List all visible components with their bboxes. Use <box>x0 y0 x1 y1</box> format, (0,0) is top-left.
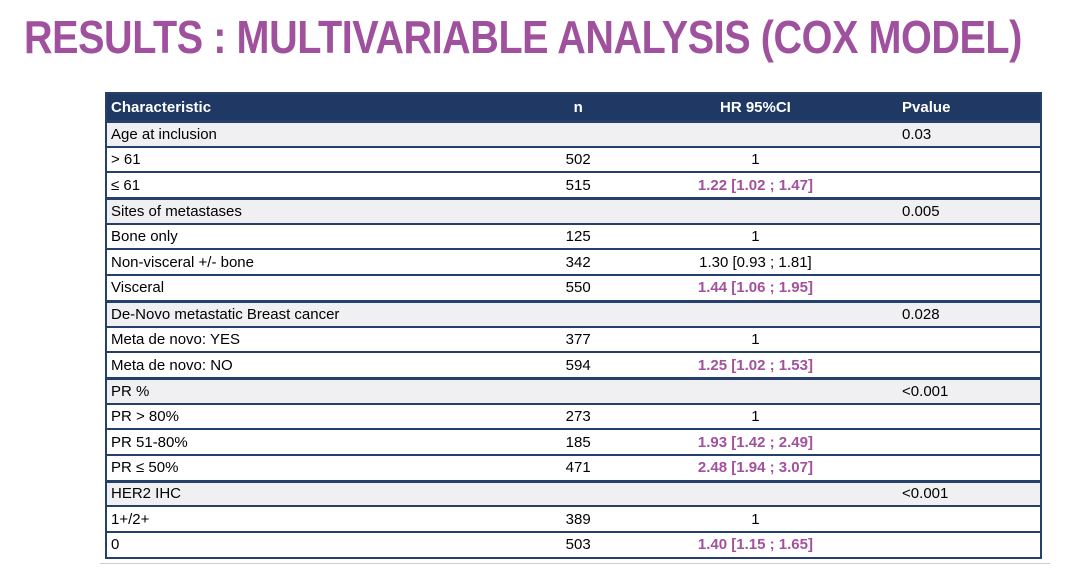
cell-characteristic: 1+/2+ <box>111 510 150 528</box>
table-body: Age at inclusion 0.03 > 61 502 1 ≤ 61 515 1.22 … <box>107 120 1040 557</box>
cell-pvalue: <0.001 <box>902 485 949 503</box>
cell-pvalue: 0.005 <box>902 202 940 220</box>
cell-characteristic: HER2 IHC <box>111 485 182 503</box>
cell-n: 342 <box>565 253 591 271</box>
cox-model-table: Characteristic n HR 95%CI Pvalue Age at … <box>105 92 1042 559</box>
cell-hr: 1.25 [1.02 ; 1.53] <box>697 356 813 374</box>
cell-pvalue: <0.001 <box>902 382 949 400</box>
table-row: PR ≤ 50% 471 2.48 [1.94 ; 3.07] <box>107 453 1040 480</box>
cell-n: 515 <box>565 176 591 194</box>
column-header-hr-95ci: HR 95%CI <box>719 98 791 116</box>
table-header-row: Characteristic n HR 95%CI Pvalue <box>107 94 1040 120</box>
table-row: Bone only 125 1 <box>107 222 1040 249</box>
cell-characteristic: Bone only <box>111 228 178 246</box>
cell-pvalue: 0.028 <box>902 305 940 323</box>
cell-n: 503 <box>565 536 591 554</box>
table-row: HER2 IHC <0.001 <box>107 479 1040 506</box>
cell-n: 594 <box>565 356 591 374</box>
cell-hr: 1.93 [1.42 ; 2.49] <box>697 433 813 451</box>
table-row: 0 503 1.40 [1.15 ; 1.65] <box>107 531 1040 557</box>
cell-characteristic: Visceral <box>111 279 165 297</box>
cell-characteristic: PR ≤ 50% <box>111 459 179 477</box>
cell-hr: 1.30 [0.93 ; 1.81] <box>699 253 812 271</box>
cell-characteristic: Meta de novo: NO <box>111 356 233 374</box>
column-header-n: n <box>573 98 583 116</box>
cell-characteristic: 0 <box>111 536 120 554</box>
table-row: Meta de novo: NO 594 1.25 [1.02 ; 1.53] <box>107 351 1040 377</box>
cell-hr: 1.22 [1.02 ; 1.47] <box>697 176 813 194</box>
table-row: PR % <0.001 <box>107 376 1040 403</box>
table-row: Sites of metastases 0.005 <box>107 197 1040 223</box>
cell-n: 550 <box>565 279 591 297</box>
cell-pvalue: 0.03 <box>902 125 932 143</box>
cell-characteristic: Age at inclusion <box>111 125 217 143</box>
table-row: Visceral 550 1.44 [1.06 ; 1.95] <box>107 274 1040 300</box>
cell-n: 125 <box>565 228 591 246</box>
cell-characteristic: PR > 80% <box>111 407 179 425</box>
cell-characteristic: Meta de novo: YES <box>111 330 240 348</box>
cell-n: 389 <box>565 510 591 528</box>
cell-hr: 1 <box>751 510 760 528</box>
cell-hr: 1.40 [1.15 ; 1.65] <box>697 536 813 554</box>
table-row: ≤ 61 515 1.22 [1.02 ; 1.47] <box>107 171 1040 198</box>
cell-n: 471 <box>565 459 591 477</box>
table-row: Non-visceral +/- bone 342 1.30 [0.93 ; 1.8… <box>107 248 1040 275</box>
column-header-pvalue: Pvalue <box>902 98 951 116</box>
slide-title: RESULTS : MULTIVARIABLE ANALYSIS (COX MO… <box>24 11 1022 63</box>
cell-hr: 2.48 [1.94 ; 3.07] <box>697 459 813 477</box>
cell-characteristic: ≤ 61 <box>111 176 141 194</box>
cell-characteristic: > 61 <box>111 151 141 169</box>
cell-n: 273 <box>565 407 591 425</box>
table-row: Meta de novo: YES 377 1 <box>107 325 1040 352</box>
column-header-characteristic: Characteristic <box>111 98 212 116</box>
table-row: PR 51-80% 185 1.93 [1.42 ; 2.49] <box>107 428 1040 454</box>
cell-characteristic: Sites of metastases <box>111 202 242 220</box>
bottom-rule <box>100 563 1050 564</box>
table-row: > 61 502 1 <box>107 145 1040 172</box>
cell-characteristic: PR 51-80% <box>111 433 188 451</box>
table-row: Age at inclusion 0.03 <box>107 120 1040 146</box>
cell-hr: 1 <box>751 330 760 348</box>
cell-characteristic: De-Novo metastatic Breast cancer <box>111 305 340 323</box>
table-row: PR > 80% 273 1 <box>107 402 1040 429</box>
cell-characteristic: Non-visceral +/- bone <box>111 253 254 271</box>
cell-hr: 1 <box>751 151 760 169</box>
cell-characteristic: PR % <box>111 382 150 400</box>
cell-n: 377 <box>565 330 591 348</box>
cell-hr: 1 <box>751 407 760 425</box>
cell-n: 502 <box>565 151 591 169</box>
table-row: 1+/2+ 389 1 <box>107 505 1040 531</box>
cell-hr: 1.44 [1.06 ; 1.95] <box>697 279 813 297</box>
cell-hr: 1 <box>751 228 760 246</box>
cell-n: 185 <box>565 433 591 451</box>
table-row: De-Novo metastatic Breast cancer 0.028 <box>107 299 1040 326</box>
